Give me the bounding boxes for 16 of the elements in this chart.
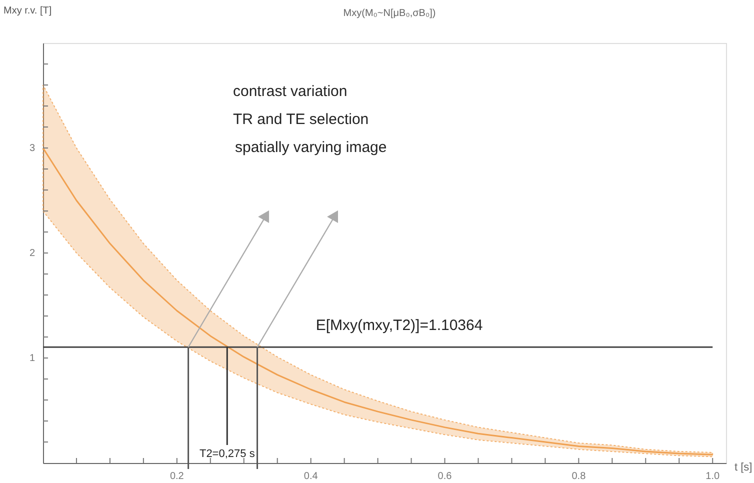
chart-title: Mxy(M₀~N[μB₀,σB₀]) [343, 8, 436, 19]
x-axis-title: t [s] [734, 462, 752, 474]
annotation: spatially varying image [235, 139, 387, 156]
x-tick-label: 0.8 [572, 471, 586, 482]
ref-line-label: E[Mxy(mxy,T2)]=1.10364 [316, 317, 483, 334]
x-tick-label: 0.6 [438, 471, 452, 482]
y-tick-label: 3 [29, 143, 36, 154]
annotation: TR and TE selection [233, 111, 369, 128]
x-tick-label: 0.4 [304, 471, 318, 482]
y-tick-label: 2 [29, 248, 36, 259]
annotation: contrast variation [233, 83, 348, 100]
y-axis-title: Mxy r.v. [T] [4, 6, 52, 16]
ref-line-label: T2=0,275 s [199, 448, 256, 460]
y-tick-label: 1 [29, 353, 36, 364]
x-tick-label: 1.0 [706, 471, 720, 482]
x-tick-label: 0.2 [170, 471, 184, 482]
